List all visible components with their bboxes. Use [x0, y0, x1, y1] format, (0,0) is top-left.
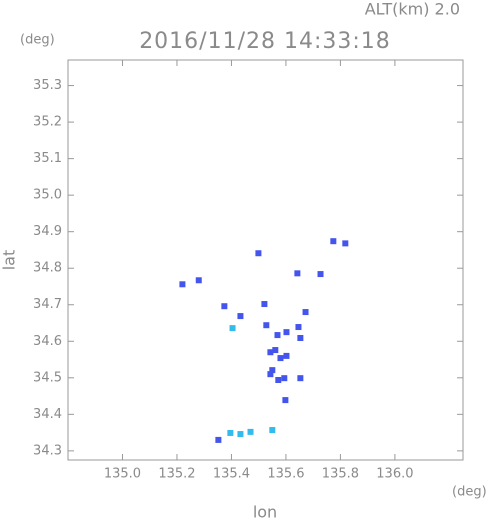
echo-point — [269, 427, 276, 434]
echo-point — [317, 271, 324, 278]
echo-point — [297, 334, 304, 341]
echo-point — [330, 238, 337, 245]
echo-point — [215, 436, 222, 443]
y-tick-label: 35.0 — [33, 188, 62, 203]
echo-point — [263, 322, 270, 329]
echo-point — [302, 309, 309, 316]
echo-point — [342, 240, 349, 247]
plot-frame — [67, 59, 464, 461]
y-tick-label: 34.3 — [33, 443, 62, 458]
x-tick-label: 135.6 — [267, 467, 304, 482]
y-tick-label: 34.4 — [33, 407, 62, 422]
echo-point — [274, 332, 281, 339]
echo-point — [237, 431, 244, 438]
y-tick-label: 35.3 — [33, 78, 62, 93]
echo-point — [195, 277, 202, 284]
echo-point — [283, 329, 290, 336]
y-unit: (deg) — [20, 33, 55, 48]
echo-point — [275, 377, 282, 383]
echo-point — [267, 349, 274, 356]
chart-title: 2016/11/28 14:33:18 — [139, 29, 391, 54]
echo-point — [229, 325, 236, 332]
x-tick-label: 135.2 — [158, 467, 195, 482]
x-tick-label: 136.0 — [376, 467, 413, 482]
x-unit: (deg) — [452, 485, 487, 500]
x-axis-label: lon — [253, 503, 277, 521]
echo-point — [237, 313, 244, 320]
echo-point — [247, 428, 254, 435]
echo-point — [227, 429, 234, 436]
y-tick-label: 34.5 — [33, 370, 62, 385]
echo-point — [281, 375, 288, 382]
y-tick-label: 34.7 — [33, 297, 62, 312]
y-tick-label: 35.1 — [33, 151, 62, 166]
echo-point — [295, 324, 302, 331]
echo-point — [283, 352, 290, 359]
x-tick-label: 135.4 — [213, 467, 250, 482]
echo-point — [221, 303, 228, 310]
y-tick-label: 34.9 — [33, 224, 62, 239]
y-tick-label: 34.8 — [33, 261, 62, 276]
echo-point — [269, 367, 276, 374]
echo-point — [255, 250, 262, 257]
y-tick-label: 35.2 — [33, 115, 62, 130]
echo-point — [297, 375, 304, 382]
echo-point — [261, 301, 268, 308]
echo-point — [179, 281, 186, 288]
altitude-label: ALT(km) 2.0 — [365, 0, 460, 19]
echo-point — [282, 397, 289, 404]
x-tick-label: 135.8 — [322, 467, 359, 482]
x-tick-label: 135.0 — [104, 467, 141, 482]
y-tick-label: 34.6 — [33, 334, 62, 349]
y-axis-label: lat — [0, 250, 19, 271]
echo-point — [267, 371, 274, 378]
echo-point — [277, 355, 284, 362]
echo-point — [272, 347, 279, 354]
echo-point — [294, 270, 301, 277]
